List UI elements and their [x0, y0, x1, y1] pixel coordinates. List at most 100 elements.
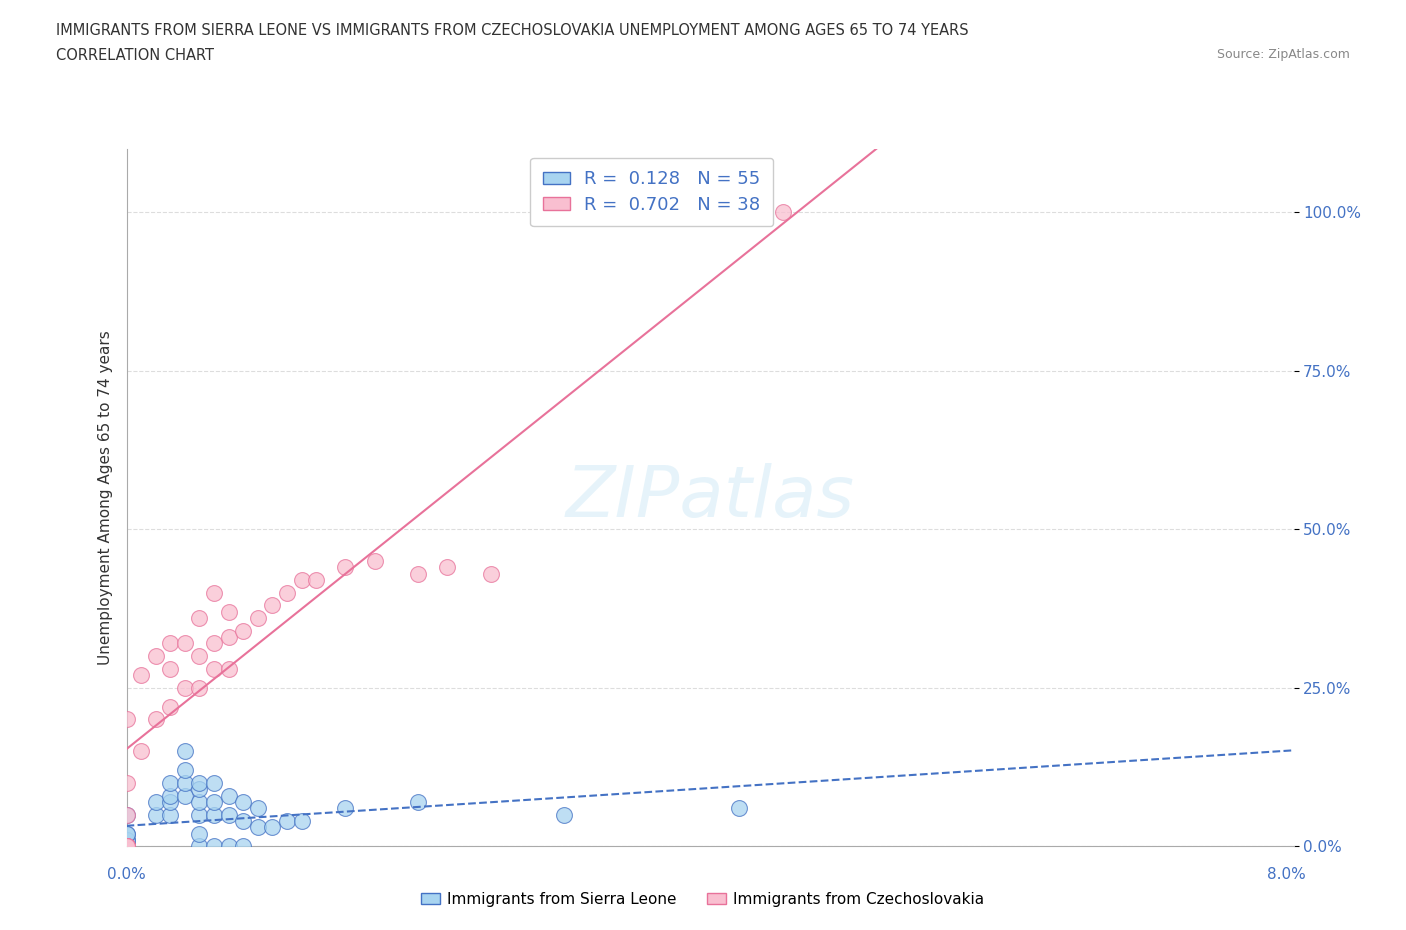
- Point: [218, 807, 240, 822]
- Legend: Immigrants from Sierra Leone, Immigrants from Czechoslovakia: Immigrants from Sierra Leone, Immigrants…: [415, 886, 991, 913]
- Text: 8.0%: 8.0%: [1267, 867, 1306, 882]
- Point: [115, 839, 138, 854]
- Point: [232, 623, 254, 638]
- Point: [335, 801, 357, 816]
- Text: ZIPatlas: ZIPatlas: [565, 463, 855, 532]
- Point: [115, 807, 138, 822]
- Point: [115, 832, 138, 847]
- Point: [188, 794, 211, 809]
- Point: [728, 801, 751, 816]
- Point: [145, 648, 167, 663]
- Point: [188, 681, 211, 696]
- Point: [479, 566, 502, 581]
- Point: [159, 788, 181, 803]
- Point: [290, 814, 312, 829]
- Point: [115, 839, 138, 854]
- Point: [188, 776, 211, 790]
- Point: [408, 566, 430, 581]
- Point: [115, 839, 138, 854]
- Point: [188, 839, 211, 854]
- Point: [129, 668, 152, 683]
- Point: [159, 636, 181, 651]
- Point: [188, 611, 211, 626]
- Point: [553, 807, 575, 822]
- Point: [115, 832, 138, 847]
- Point: [115, 839, 138, 854]
- Text: 0.0%: 0.0%: [107, 867, 146, 882]
- Point: [202, 776, 225, 790]
- Point: [246, 801, 269, 816]
- Point: [145, 807, 167, 822]
- Point: [436, 560, 458, 575]
- Point: [202, 807, 225, 822]
- Point: [305, 573, 328, 588]
- Point: [246, 820, 269, 835]
- Point: [115, 839, 138, 854]
- Point: [174, 744, 197, 759]
- Point: [159, 807, 181, 822]
- Point: [202, 636, 225, 651]
- Point: [232, 794, 254, 809]
- Point: [174, 763, 197, 777]
- Point: [115, 776, 138, 790]
- Point: [232, 839, 254, 854]
- Point: [202, 794, 225, 809]
- Text: Source: ZipAtlas.com: Source: ZipAtlas.com: [1216, 48, 1350, 61]
- Point: [262, 598, 284, 613]
- Point: [276, 585, 298, 600]
- Point: [115, 839, 138, 854]
- Point: [115, 839, 138, 854]
- Point: [115, 807, 138, 822]
- Y-axis label: Unemployment Among Ages 65 to 74 years: Unemployment Among Ages 65 to 74 years: [97, 330, 112, 665]
- Point: [202, 661, 225, 676]
- Point: [218, 839, 240, 854]
- Point: [246, 611, 269, 626]
- Point: [202, 585, 225, 600]
- Point: [145, 794, 167, 809]
- Point: [159, 699, 181, 714]
- Point: [188, 648, 211, 663]
- Point: [115, 839, 138, 854]
- Point: [145, 712, 167, 727]
- Point: [188, 807, 211, 822]
- Point: [129, 744, 152, 759]
- Text: IMMIGRANTS FROM SIERRA LEONE VS IMMIGRANTS FROM CZECHOSLOVAKIA UNEMPLOYMENT AMON: IMMIGRANTS FROM SIERRA LEONE VS IMMIGRAN…: [56, 23, 969, 38]
- Point: [335, 560, 357, 575]
- Point: [115, 839, 138, 854]
- Point: [218, 630, 240, 644]
- Point: [115, 839, 138, 854]
- Point: [188, 782, 211, 797]
- Point: [115, 839, 138, 854]
- Legend: R =  0.128   N = 55, R =  0.702   N = 38: R = 0.128 N = 55, R = 0.702 N = 38: [530, 158, 773, 226]
- Point: [115, 826, 138, 841]
- Point: [276, 814, 298, 829]
- Point: [232, 814, 254, 829]
- Point: [115, 839, 138, 854]
- Point: [115, 839, 138, 854]
- Point: [159, 776, 181, 790]
- Point: [115, 839, 138, 854]
- Point: [218, 604, 240, 619]
- Point: [174, 681, 197, 696]
- Point: [159, 661, 181, 676]
- Point: [174, 636, 197, 651]
- Point: [115, 839, 138, 854]
- Point: [115, 712, 138, 727]
- Point: [159, 794, 181, 809]
- Text: CORRELATION CHART: CORRELATION CHART: [56, 48, 214, 63]
- Point: [218, 788, 240, 803]
- Point: [262, 820, 284, 835]
- Point: [772, 205, 794, 219]
- Point: [115, 839, 138, 854]
- Point: [174, 788, 197, 803]
- Point: [115, 839, 138, 854]
- Point: [115, 826, 138, 841]
- Point: [202, 839, 225, 854]
- Point: [363, 553, 385, 568]
- Point: [290, 573, 312, 588]
- Point: [115, 839, 138, 854]
- Point: [115, 839, 138, 854]
- Point: [174, 776, 197, 790]
- Point: [188, 826, 211, 841]
- Point: [115, 839, 138, 854]
